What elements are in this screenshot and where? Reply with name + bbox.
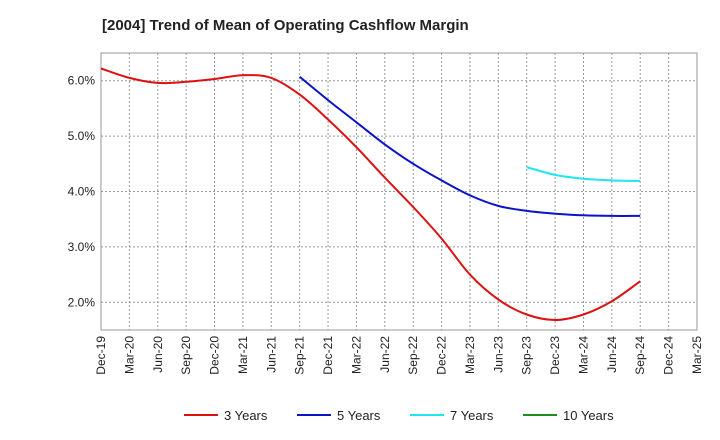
x-tick-label: Sep-22	[406, 336, 420, 375]
y-tick-label: 6.0%	[68, 74, 96, 88]
x-tick-label: Dec-23	[548, 336, 562, 375]
legend-label-7-years: 7 Years	[450, 408, 494, 423]
x-tick-label: Jun-20	[151, 336, 165, 373]
y-tick-label: 2.0%	[68, 295, 96, 309]
legend-label-10-years: 10 Years	[563, 408, 614, 423]
x-tick-label: Sep-23	[520, 336, 534, 375]
x-tick-label: Sep-24	[633, 336, 647, 375]
x-tick-label: Mar-25	[690, 336, 704, 374]
x-tick-label: Jun-22	[378, 336, 392, 373]
y-tick-label: 5.0%	[68, 129, 96, 143]
legend-label-5-years: 5 Years	[337, 408, 381, 423]
series-line-5-years	[299, 76, 641, 217]
x-tick-label: Dec-20	[208, 336, 222, 375]
x-tick-label: Dec-24	[662, 336, 676, 375]
series-lines	[100, 67, 641, 322]
x-tick-label: Dec-21	[321, 336, 335, 375]
x-tick-label: Mar-24	[576, 336, 590, 374]
x-tick-label: Mar-21	[236, 336, 250, 374]
x-tick-label: Jun-24	[605, 336, 619, 373]
series-line-7-years	[526, 166, 641, 182]
x-tick-label: Sep-20	[179, 336, 193, 375]
x-tick-label: Dec-19	[94, 336, 108, 375]
x-tick-label: Mar-23	[463, 336, 477, 374]
x-tick-label: Jun-23	[491, 336, 505, 373]
x-axis: Dec-19 Mar-20 Jun-20 Sep-20 Dec-20 Mar-21 Jun-…	[94, 336, 704, 375]
y-tick-label: 3.0%	[68, 240, 96, 254]
x-tick-label: Sep-21	[293, 336, 307, 375]
y-axis: 2.0% 3.0% 4.0% 5.0% 6.0%	[68, 74, 96, 310]
chart-title: [2004] Trend of Mean of Operating Cashfl…	[102, 17, 469, 34]
x-tick-label: Mar-22	[349, 336, 363, 374]
y-tick-label: 4.0%	[68, 185, 96, 199]
x-tick-label: Jun-21	[264, 336, 278, 373]
x-tick-label: Mar-20	[122, 336, 136, 374]
series-line-3-years	[100, 67, 641, 322]
legend-label-3-years: 3 Years	[224, 408, 268, 423]
x-tick-label: Dec-22	[435, 336, 449, 375]
legend: 3 Years 5 Years 7 Years 10 Years	[184, 408, 614, 423]
